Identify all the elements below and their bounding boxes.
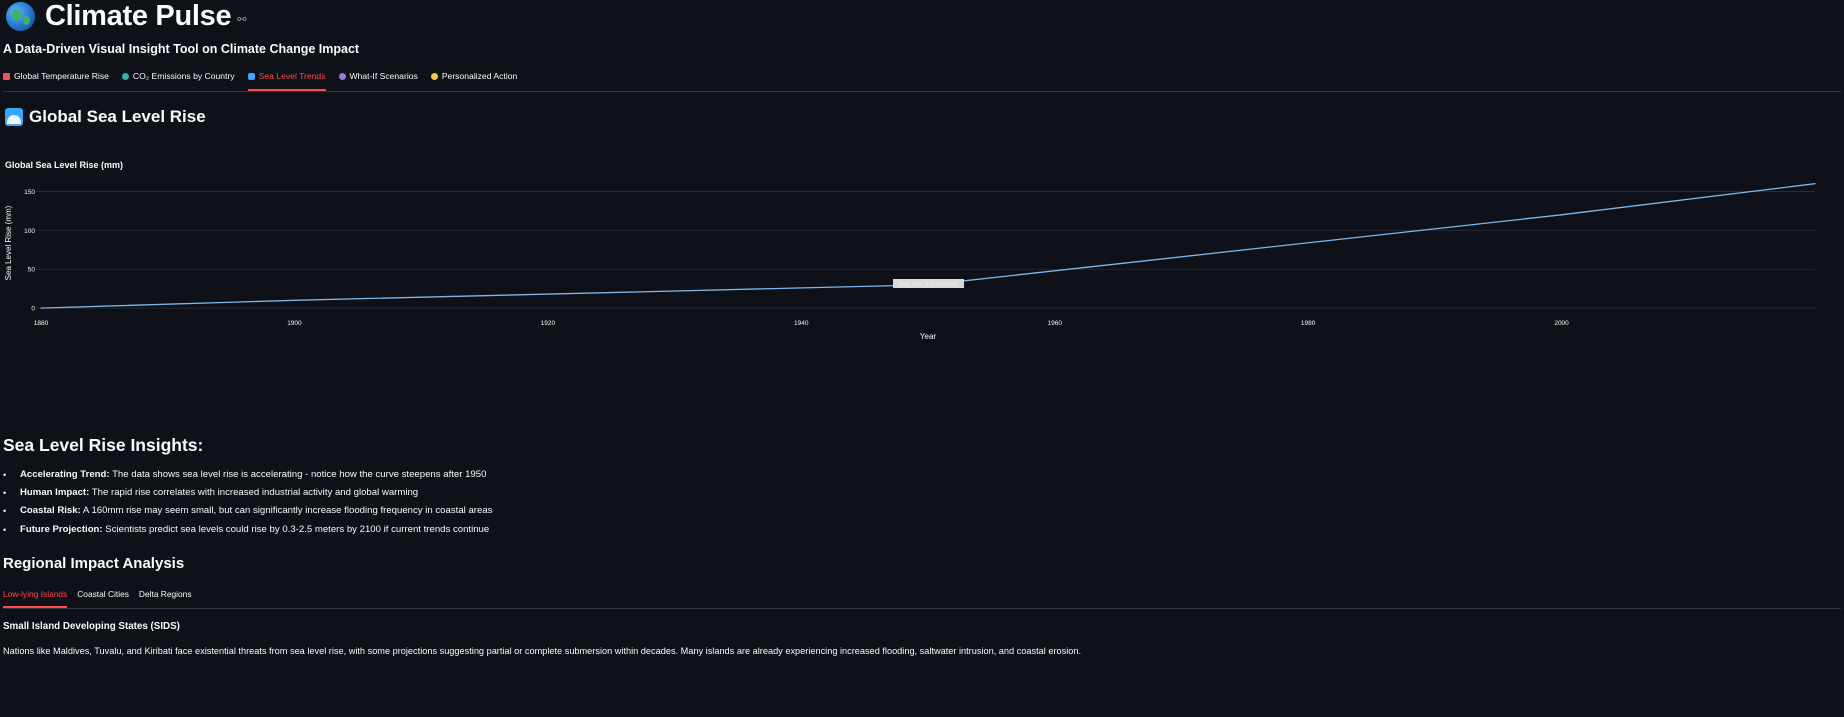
x-tick-label: 2000 [1554, 320, 1569, 327]
globe-icon [6, 1, 35, 31]
wave-icon [5, 108, 23, 126]
y-axis-label: Sea Level Rise (mm) [4, 205, 13, 280]
tab-low-lying-islands[interactable]: Low-lying Islands [3, 588, 68, 608]
panel-title: Small Island Developing States (SIDS) [3, 621, 180, 632]
thermometer-icon [3, 72, 10, 80]
insight-text: Scientists predict sea levels could rise… [102, 523, 490, 535]
data-point [1814, 183, 1816, 185]
smiley-icon [430, 72, 438, 80]
anchor-link-icon[interactable]: ⚯ [237, 13, 247, 26]
tab-sea-level[interactable]: Sea Level Trends [247, 67, 326, 91]
main-tabs: Global Temperature Rise CO₂ Emissions by… [3, 67, 1841, 92]
y-tick-label: 150 [24, 189, 35, 196]
insight-text: The rapid rise correlates with increased… [89, 487, 419, 499]
x-tick-label: 1920 [541, 320, 556, 327]
x-tick-label: 1940 [794, 320, 809, 327]
app-subtitle: A Data-Driven Visual Insight Tool on Cli… [3, 42, 360, 56]
insight-label: Coastal Risk: [20, 505, 81, 517]
crystal-ball-icon [338, 72, 346, 80]
list-item: Future Projection: Scientists predict se… [3, 521, 492, 539]
tab-temperature[interactable]: Global Temperature Rise [3, 67, 109, 90]
y-tick-label: 50 [28, 267, 36, 274]
data-point [293, 299, 296, 301]
section-title: Global Sea Level Rise [29, 107, 206, 126]
insight-text: The data shows sea level rise is acceler… [109, 469, 487, 480]
chart-title: Global Sea Level Rise (mm) [5, 160, 124, 170]
insight-text: A 160mm rise may seem small, but can sig… [80, 505, 493, 517]
x-tick-label: 1980 [1301, 320, 1316, 327]
section-header: Global Sea Level Rise [5, 107, 206, 127]
insight-label: Human Impact: [20, 487, 90, 499]
x-tick-label: 1880 [34, 320, 49, 327]
panel-text: Nations like Maldives, Tuvalu, and Kirib… [3, 646, 1082, 656]
y-tick-label: 0 [31, 306, 35, 313]
regional-heading: Regional Impact Analysis [3, 555, 185, 572]
tab-label: Sea Level Trends [258, 71, 326, 81]
sea-level-series-line [40, 183, 1816, 309]
tab-coastal-cities[interactable]: Coastal Cities [77, 589, 129, 599]
tab-co2[interactable]: CO₂ Emissions by Country [121, 67, 235, 90]
tab-label: Personalized Action [441, 71, 518, 81]
list-item: Human Impact: The rapid rise correlates … [3, 484, 492, 502]
tab-personalized[interactable]: Personalized Action [430, 67, 518, 90]
insights-heading: Sea Level Rise Insights: [3, 435, 204, 455]
data-point [1560, 214, 1563, 216]
tab-what-if[interactable]: What-If Scenarios [338, 67, 418, 90]
chart-grid [37, 191, 1815, 309]
x-tick-labels: 1880 1900 1920 1940 1960 1980 2000 [34, 320, 1569, 327]
data-point [40, 307, 42, 309]
y-tick-label: 100 [24, 228, 35, 235]
sea-level-chart[interactable]: 0 50 100 150 1880 1900 1920 1940 1960 1980 2000 A… [0, 170, 1844, 405]
annotation-box: Avg. rise: 3.3 mm/year [893, 279, 964, 288]
insight-label: Future Projection: [20, 523, 103, 535]
tab-label: Global Temperature Rise [14, 71, 109, 81]
regional-tabs: Low-lying Islands Coastal Cities Delta R… [3, 588, 1841, 609]
tab-delta-regions[interactable]: Delta Regions [138, 589, 192, 599]
data-points [40, 183, 1816, 309]
app-header: Climate Pulse ⚯ [6, 0, 247, 32]
x-axis-label: Year [920, 332, 937, 341]
y-tick-labels: 0 50 100 150 [24, 189, 35, 313]
annotation-background [893, 279, 964, 288]
x-tick-label: 1960 [1047, 320, 1062, 327]
globe-icon [121, 72, 129, 80]
insights-list: Accelerating Trend: The data shows sea l… [3, 466, 492, 539]
tab-label: What-If Scenarios [349, 71, 418, 81]
annotation-text: Avg. rise: 3.3 mm/year [899, 282, 959, 288]
list-item: Coastal Risk: A 160mm rise may seem smal… [3, 502, 493, 520]
wave-icon [247, 72, 255, 80]
x-tick-label: 1900 [287, 320, 302, 327]
page-title: Climate Pulse [45, 0, 232, 32]
list-item: Accelerating Trend: The data shows sea l… [3, 466, 492, 484]
tab-label: CO₂ Emissions by Country [132, 71, 235, 81]
insight-label: Accelerating Trend: [20, 469, 110, 480]
